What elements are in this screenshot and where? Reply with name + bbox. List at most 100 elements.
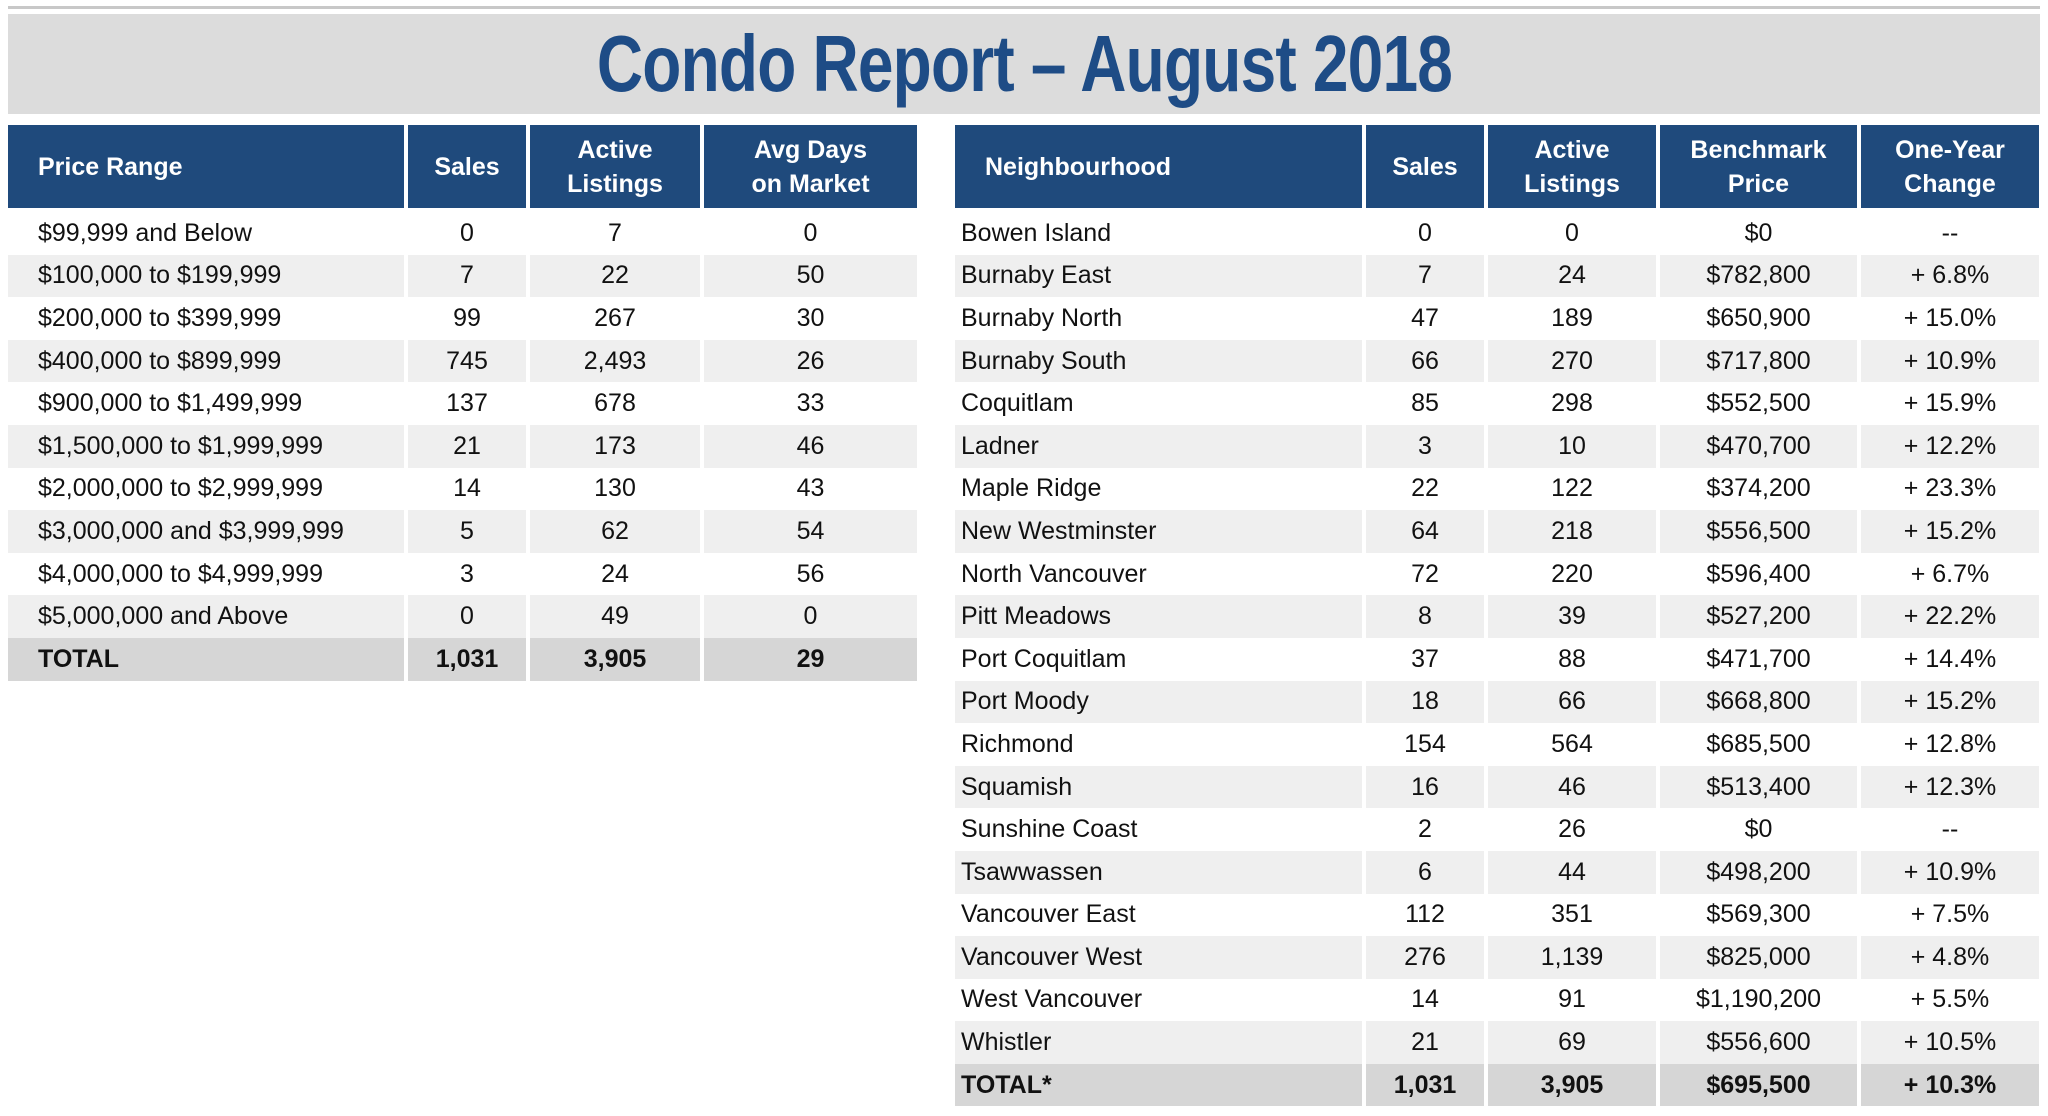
cell-days: 33 [704,382,917,425]
cell-sales: 66 [1366,339,1484,383]
cell-price: $527,200 [1660,595,1857,638]
table-row: $900,000 to $1,499,999 137 678 33 [8,382,917,425]
table-row: Richmond 154 564 $685,500 + 12.8% [955,723,2039,766]
cell-sales: 112 [1366,893,1484,937]
cell-price: $374,200 [1660,467,1857,511]
col-header-active-listings: Active Listings [530,125,700,208]
cell-sales: 154 [1366,723,1484,766]
cell-price: $498,200 [1660,850,1857,894]
cell-name: Port Coquitlam [955,637,1362,681]
cell-sales: 21 [1366,1021,1484,1064]
table-row: Burnaby North 47 189 $650,900 + 15.0% [955,297,2039,340]
cell-change: + 15.2% [1861,680,2039,724]
cell-price: $552,500 [1660,382,1857,425]
cell-sales: 7 [1366,254,1484,298]
total-row: TOTAL 1,031 3,905 29 [8,637,917,681]
cell-price: $513,400 [1660,765,1857,809]
table-row: Sunshine Coast 2 26 $0 -- [955,808,2039,851]
table-row: $99,999 and Below 0 7 0 [8,212,917,255]
cell-active: 564 [1488,723,1656,766]
col-header-sales: Sales [1366,125,1484,208]
cell-sales: 0 [408,212,526,255]
col-header-price-range: Price Range [8,125,404,208]
table-row: Pitt Meadows 8 39 $527,200 + 22.2% [955,595,2039,638]
cell-price: $0 [1660,212,1857,255]
cell-active: 46 [1488,765,1656,809]
total-change: + 10.3% [1861,1063,2039,1107]
cell-name: Whistler [955,1021,1362,1064]
col-header-one-year-change: One-Year Change [1861,125,2039,208]
total-name: TOTAL* [955,1063,1362,1107]
cell-name: Ladner [955,424,1362,468]
cell-sales: 3 [408,552,526,596]
cell-active: 130 [530,467,700,511]
cell-active: 44 [1488,850,1656,894]
table-row: Bowen Island 0 0 $0 -- [955,212,2039,255]
cell-name: Squamish [955,765,1362,809]
cell-sales: 47 [1366,297,1484,340]
cell-active: 24 [530,552,700,596]
table-row: $200,000 to $399,999 99 267 30 [8,297,917,340]
cell-active: 0 [1488,212,1656,255]
cell-active: 351 [1488,893,1656,937]
cell-days: 56 [704,552,917,596]
cell-change: -- [1861,212,2039,255]
table-row: $3,000,000 and $3,999,999 5 62 54 [8,510,917,553]
cell-sales: 22 [1366,467,1484,511]
cell-range: $1,500,000 to $1,999,999 [8,424,404,468]
cell-active: 122 [1488,467,1656,511]
cell-active: 1,139 [1488,936,1656,979]
cell-active: 7 [530,212,700,255]
cell-name: Coquitlam [955,382,1362,425]
table-row: $100,000 to $199,999 7 22 50 [8,254,917,298]
cell-range: $200,000 to $399,999 [8,297,404,340]
cell-name: New Westminster [955,510,1362,553]
total-active: 3,905 [1488,1063,1656,1107]
cell-sales: 16 [1366,765,1484,809]
cell-sales: 14 [1366,978,1484,1022]
cell-price: $668,800 [1660,680,1857,724]
cell-range: $2,000,000 to $2,999,999 [8,467,404,511]
table-row: New Westminster 64 218 $556,500 + 15.2% [955,510,2039,553]
cell-range: $99,999 and Below [8,212,404,255]
cell-sales: 6 [1366,850,1484,894]
cell-active: 10 [1488,424,1656,468]
table-row: Port Moody 18 66 $668,800 + 15.2% [955,680,2039,724]
cell-change: + 7.5% [1861,893,2039,937]
cell-range: $400,000 to $899,999 [8,339,404,383]
cell-price: $717,800 [1660,339,1857,383]
cell-name: Burnaby East [955,254,1362,298]
cell-active: 298 [1488,382,1656,425]
price-range-table: Price Range Sales Active Listings Avg Day… [4,125,921,681]
col-header-sales: Sales [408,125,526,208]
cell-range: $3,000,000 and $3,999,999 [8,510,404,553]
cell-name: Richmond [955,723,1362,766]
cell-sales: 18 [1366,680,1484,724]
cell-range: $900,000 to $1,499,999 [8,382,404,425]
cell-sales: 72 [1366,552,1484,596]
table-row: Vancouver West 276 1,139 $825,000 + 4.8% [955,936,2039,979]
table-row: Whistler 21 69 $556,600 + 10.5% [955,1021,2039,1064]
cell-price: $0 [1660,808,1857,851]
cell-sales: 276 [1366,936,1484,979]
cell-name: Burnaby South [955,339,1362,383]
cell-range: $5,000,000 and Above [8,595,404,638]
cell-name: North Vancouver [955,552,1362,596]
cell-change: + 10.9% [1861,850,2039,894]
cell-active: 66 [1488,680,1656,724]
cell-price: $556,500 [1660,510,1857,553]
table-row: Ladner 3 10 $470,700 + 12.2% [955,424,2039,468]
table-row: Burnaby East 7 24 $782,800 + 6.8% [955,254,2039,298]
table-row: Burnaby South 66 270 $717,800 + 10.9% [955,339,2039,383]
cell-change: + 6.8% [1861,254,2039,298]
table-row: Squamish 16 46 $513,400 + 12.3% [955,765,2039,809]
cell-price: $1,190,200 [1660,978,1857,1022]
cell-change: + 15.2% [1861,510,2039,553]
total-row: TOTAL* 1,031 3,905 $695,500 + 10.3% [955,1063,2039,1107]
col-header-active-listings: Active Listings [1488,125,1656,208]
total-range: TOTAL [8,637,404,681]
table-row: $5,000,000 and Above 0 49 0 [8,595,917,638]
cell-range: $100,000 to $199,999 [8,254,404,298]
cell-days: 43 [704,467,917,511]
cell-change: + 10.5% [1861,1021,2039,1064]
